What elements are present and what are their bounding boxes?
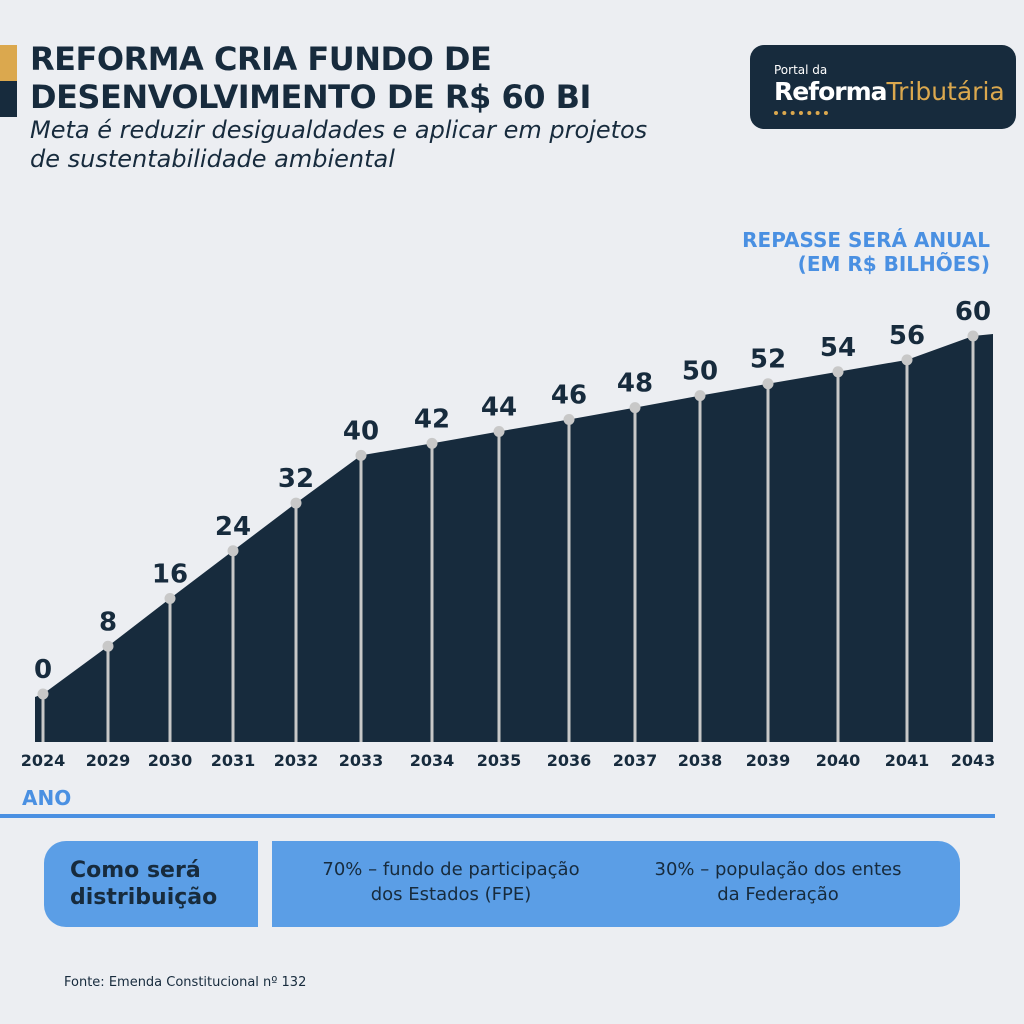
chart-data-label: 46 <box>551 381 587 411</box>
chart-point <box>901 354 913 366</box>
accent-bar-gold <box>0 45 17 81</box>
chart-data-label: 54 <box>820 333 856 363</box>
chart-point <box>629 402 641 414</box>
chart-data-label: 48 <box>617 369 653 399</box>
chart-data-label: 60 <box>955 297 991 327</box>
chart-data-label: 42 <box>414 404 450 434</box>
chart-point <box>832 366 844 378</box>
logo-dots <box>774 111 828 115</box>
chart-x-tick-label: 2029 <box>86 751 131 770</box>
distribution-item-fpe-line1: 70% – fundo de participação <box>322 859 580 880</box>
chart-data-label: 50 <box>682 357 718 387</box>
distribution-item-population: 30% – população dos entes da Federação <box>626 857 930 907</box>
chart-data-label: 56 <box>889 321 925 351</box>
chart-x-tick-label: 2031 <box>211 751 256 770</box>
page-title: REFORMA CRIA FUNDO DE DESENVOLVIMENTO DE… <box>30 40 591 116</box>
logo-bold-text: Reforma <box>774 77 888 106</box>
chart-x-tick-label: 2032 <box>274 751 319 770</box>
chart-data-label: 24 <box>215 512 251 542</box>
source-note: Fonte: Emenda Constitucional nº 132 <box>64 975 307 990</box>
chart-x-tick-label: 2040 <box>816 751 861 770</box>
chart-point <box>426 437 438 449</box>
accent-bar-navy <box>0 81 17 117</box>
chart-point <box>227 545 239 557</box>
unit-label-line2: (EM R$ BILHÕES) <box>797 252 990 276</box>
chart-data-label: 44 <box>481 392 517 422</box>
distribution-item-fpe: 70% – fundo de participação dos Estados … <box>286 857 616 907</box>
chart-point <box>967 330 979 342</box>
chart-area <box>35 334 993 742</box>
chart-x-tick-label: 2030 <box>148 751 193 770</box>
chart-data-label: 16 <box>152 560 188 590</box>
chart-data-label: 32 <box>278 464 314 494</box>
chart-point <box>290 497 302 509</box>
chart-x-tick-label: 2038 <box>678 751 723 770</box>
chart-data-label: 8 <box>99 607 117 637</box>
chart-data-label: 40 <box>343 416 379 446</box>
x-axis-label: ANO <box>22 786 72 810</box>
chart-point <box>102 640 114 652</box>
logo-small-text: Portal da <box>774 63 828 77</box>
portal-logo: Portal da ReformaTributária <box>750 45 1016 129</box>
chart-point <box>164 593 176 605</box>
chart-x-tick-label: 2024 <box>21 751 66 770</box>
page-subtitle: Meta é reduzir desigualdades e aplicar e… <box>30 116 648 173</box>
logo-wordmark: ReformaTributária <box>774 77 1005 106</box>
chart-point <box>355 449 367 461</box>
distribution-item-population-line2: da Federação <box>717 884 839 905</box>
chart-data-label: 52 <box>750 345 786 375</box>
chart-x-tick-label: 2033 <box>339 751 384 770</box>
chart-point <box>493 425 505 437</box>
distribution-title-line1: Como será <box>70 858 201 883</box>
chart-point <box>563 414 575 426</box>
chart-data-label: 0 <box>34 655 52 685</box>
chart-x-tick-label: 2041 <box>885 751 930 770</box>
distribution-title-line2: distribuição <box>70 885 218 910</box>
distribution-item-population-line1: 30% – população dos entes <box>654 859 902 880</box>
distribution-item-fpe-line2: dos Estados (FPE) <box>370 884 532 905</box>
distribution-details-box: 70% – fundo de participação dos Estados … <box>272 841 960 927</box>
chart-point <box>694 390 706 402</box>
chart-unit-label: REPASSE SERÁ ANUAL (EM R$ BILHÕES) <box>742 228 990 276</box>
chart-point <box>37 688 49 700</box>
chart-x-tick-label: 2039 <box>746 751 791 770</box>
chart-x-tick-label: 2034 <box>410 751 455 770</box>
chart-x-tick-label: 2037 <box>613 751 658 770</box>
logo-light-text: Tributária <box>886 77 1005 106</box>
chart-x-tick-label: 2035 <box>477 751 522 770</box>
divider-line <box>0 814 995 818</box>
chart-point <box>762 378 774 390</box>
chart-x-tick-label: 2036 <box>547 751 592 770</box>
unit-label-line1: REPASSE SERÁ ANUAL <box>742 228 990 252</box>
distribution-title-box: Como será distribuição <box>44 841 258 927</box>
chart-x-tick-label: 2043 <box>951 751 996 770</box>
